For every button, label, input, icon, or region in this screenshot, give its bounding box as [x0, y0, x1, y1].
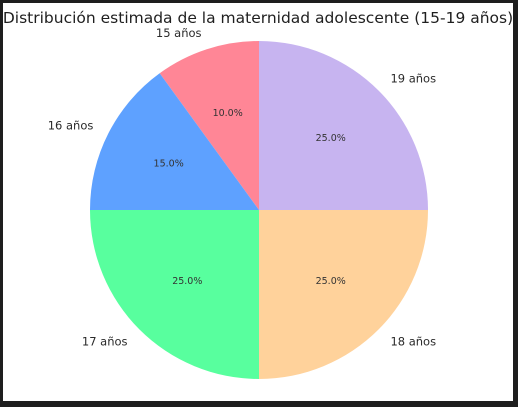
slice-label: 15 años [156, 26, 202, 40]
slice-label: 19 años [390, 72, 436, 86]
pie-labels: 15 años 10.0% 16 años 15.0% 17 años 25.0% 18 a… [48, 26, 436, 348]
chart-frame: Distribución estimada de la maternidad a… [3, 3, 513, 401]
slice-percent-label: 25.0% [172, 276, 202, 287]
slice-percent-label: 25.0% [316, 133, 346, 144]
slice-label: 17 años [82, 334, 128, 348]
slice-percent-label: 10.0% [213, 108, 243, 119]
pie-slice [159, 41, 259, 210]
pie-slice [90, 73, 259, 211]
pie-slice [259, 210, 428, 379]
slice-percent-label: 15.0% [154, 158, 184, 169]
pie-slices [90, 41, 428, 379]
slice-percent-label: 25.0% [316, 276, 346, 287]
slice-label: 18 años [390, 334, 436, 348]
slice-label: 16 años [48, 119, 94, 133]
pie-chart: Distribución estimada de la maternidad a… [3, 9, 513, 379]
pie-slice [90, 210, 259, 379]
pie-slice [259, 41, 428, 210]
chart-title: Distribución estimada de la maternidad a… [3, 9, 513, 27]
